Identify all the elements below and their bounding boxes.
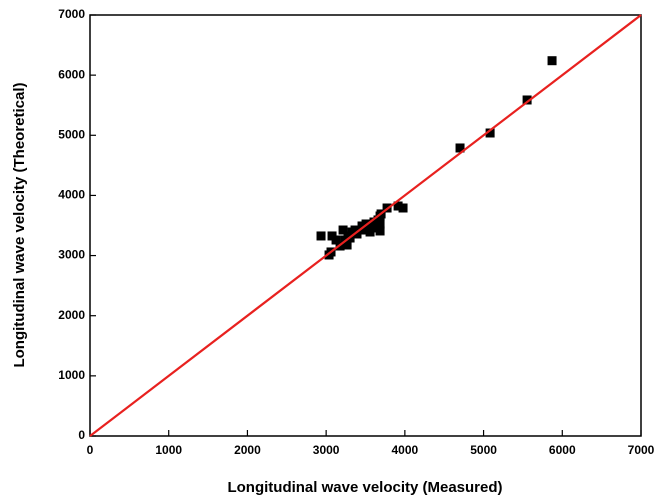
reference-line: [89, 14, 642, 437]
data-point: [485, 128, 495, 138]
x-tick-label: 4000: [392, 443, 419, 457]
x-tick-label: 3000: [313, 443, 340, 457]
x-axis-title: Longitudinal wave velocity (Measured): [227, 479, 502, 496]
data-point: [375, 219, 385, 229]
data-point: [342, 240, 352, 250]
data-point: [455, 143, 465, 153]
x-tick-label: 1000: [155, 443, 182, 457]
plot-frame: [89, 14, 642, 437]
y-tick-label: 7000: [58, 7, 85, 21]
y-tick-label: 3000: [58, 248, 85, 262]
x-tick-label: 7000: [628, 443, 655, 457]
y-tick-label: 4000: [58, 188, 85, 202]
y-tick-label: 1000: [58, 368, 85, 382]
y-tick-label: 6000: [58, 67, 85, 81]
data-point: [398, 203, 408, 213]
data-point: [316, 231, 326, 241]
x-tick-label: 5000: [470, 443, 497, 457]
data-point: [365, 227, 375, 237]
data-point: [338, 225, 348, 235]
x-tick-label: 6000: [549, 443, 576, 457]
y-tick-label: 2000: [58, 308, 85, 322]
data-point: [393, 201, 403, 211]
y-tick-label: 5000: [58, 127, 85, 141]
y-axis-title: Longitudinal wave velocity (Theoretical): [11, 82, 28, 367]
data-point: [331, 235, 341, 245]
x-tick-label: 0: [87, 443, 94, 457]
data-point: [547, 56, 557, 66]
data-point: [522, 95, 532, 105]
y-tick-label: 0: [78, 428, 85, 442]
x-tick-label: 2000: [234, 443, 261, 457]
